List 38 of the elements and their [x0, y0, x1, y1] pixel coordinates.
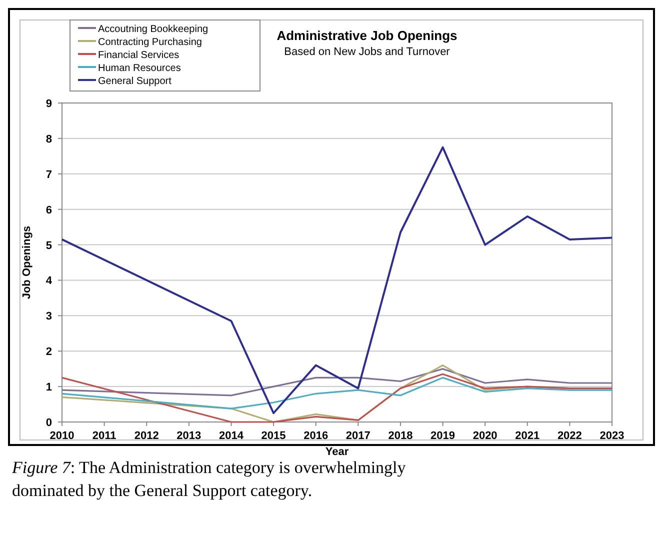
- y-tick-label: 2: [46, 346, 52, 358]
- x-tick-label: 2016: [304, 430, 328, 442]
- line-series: [61, 376, 613, 410]
- x-axis-title: Year: [325, 446, 350, 458]
- x-tick-label: 2015: [261, 430, 286, 442]
- x-tick-label: 2019: [430, 430, 456, 442]
- y-tick-label: 3: [46, 310, 52, 323]
- legend-label: General Support: [98, 76, 172, 87]
- chart-subtitle: Based on New Jobs and Turnover: [284, 46, 450, 58]
- y-tick-label: 1: [46, 382, 52, 394]
- line-series: [61, 146, 613, 414]
- x-tick-label: 2012: [134, 430, 159, 442]
- y-tick-label: 6: [46, 204, 52, 216]
- x-tick-label: 2010: [50, 430, 74, 442]
- caption: Figure 7: The Administration category is overwhelmingly dominated by the General Support category.: [11, 458, 406, 500]
- x-tick-label: 2014: [218, 430, 244, 442]
- y-tick-label: 7: [46, 168, 52, 181]
- x-tick-label: 2013: [176, 430, 202, 442]
- y-tick-label: 4: [46, 275, 53, 288]
- y-tick-label: 0: [46, 417, 52, 429]
- x-tick-label: 2017: [346, 430, 370, 442]
- y-axis-title: Job Openings: [21, 226, 33, 300]
- x-tick-label: 2018: [388, 430, 413, 442]
- legend-label: Human Resources: [98, 63, 181, 74]
- line-series: [61, 368, 613, 396]
- x-tick-label: 2011: [92, 430, 116, 442]
- legend-label: Contracting Purchasing: [98, 37, 202, 48]
- x-tick-label: 2021: [515, 430, 540, 442]
- x-tick-label: 2020: [472, 430, 498, 442]
- legend-label: Financial Services: [98, 50, 180, 61]
- x-tick-label: 2023: [600, 430, 624, 442]
- y-tick-label: 9: [46, 98, 52, 110]
- y-tick-label: 5: [46, 240, 52, 252]
- legend-label: Accoutning Bookkeeping: [98, 24, 208, 35]
- x-tick-label: 2022: [557, 430, 582, 442]
- y-tick-label: 8: [46, 133, 52, 146]
- line-series: [61, 373, 613, 423]
- chart-title: Administrative Job Openings: [276, 28, 458, 43]
